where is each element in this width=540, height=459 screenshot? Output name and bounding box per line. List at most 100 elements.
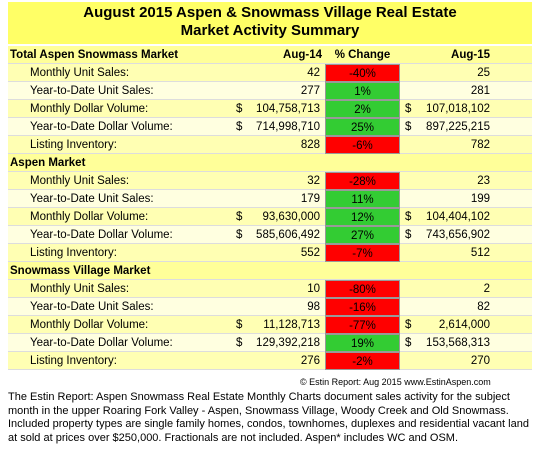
row xyxy=(8,64,532,82)
row xyxy=(8,82,532,100)
aug14: 276 xyxy=(300,355,320,367)
subtitle: Market Activity Summary xyxy=(180,22,360,39)
currency: $ xyxy=(405,211,412,223)
row-label: Year-to-Date Unit Sales: xyxy=(30,301,154,313)
title: August 2015 Aspen & Snowmass Village Rea… xyxy=(83,4,457,21)
currency: $ xyxy=(236,337,243,349)
aug14: 10 xyxy=(307,283,320,295)
change: 1% xyxy=(325,82,400,100)
row xyxy=(8,298,532,316)
change: -16% xyxy=(325,298,400,316)
change: -80% xyxy=(325,280,400,298)
aug15: 2,614,000 xyxy=(438,319,490,331)
row-label: Monthly Unit Sales: xyxy=(30,67,130,79)
currency: $ xyxy=(405,103,412,115)
aug15: 743,656,902 xyxy=(426,229,490,241)
row-label: Listing Inventory: xyxy=(30,139,117,151)
row-label: Year-to-Date Dollar Volume: xyxy=(30,229,173,241)
aug15: 23 xyxy=(477,175,490,187)
aug14: 32 xyxy=(307,175,320,187)
section-row xyxy=(8,46,532,64)
note: The Estin Report: Aspen Snowmass Real Es… xyxy=(8,391,529,444)
aug14: 179 xyxy=(300,193,320,205)
col-header: Aug-14 xyxy=(283,49,322,61)
row-label: Monthly Unit Sales: xyxy=(30,175,130,187)
currency: $ xyxy=(236,211,243,223)
change: 25% xyxy=(325,118,400,136)
section-row xyxy=(8,262,532,280)
currency: $ xyxy=(236,319,243,331)
row xyxy=(8,244,532,262)
row xyxy=(8,226,532,244)
row-label: Year-to-Date Unit Sales: xyxy=(30,85,154,97)
row xyxy=(8,100,532,118)
aug14: 129,392,218 xyxy=(256,337,320,349)
change: 12% xyxy=(325,208,400,226)
change: -2% xyxy=(325,352,400,370)
row xyxy=(8,136,532,154)
row xyxy=(8,280,532,298)
currency: $ xyxy=(236,229,243,241)
change: 2% xyxy=(325,100,400,118)
aug15: 199 xyxy=(470,193,490,205)
row-label: Monthly Dollar Volume: xyxy=(30,103,149,115)
row-label: Monthly Dollar Volume: xyxy=(30,319,149,331)
title-band xyxy=(8,2,532,44)
aug15: 512 xyxy=(470,247,490,259)
change: -6% xyxy=(325,136,400,154)
col-header: % Change xyxy=(334,49,391,61)
change: -28% xyxy=(325,172,400,190)
change: -40% xyxy=(325,64,400,82)
aug15: 270 xyxy=(470,355,490,367)
change: -77% xyxy=(325,316,400,334)
currency: $ xyxy=(405,229,412,241)
aug15: 25 xyxy=(477,67,490,79)
col-header: Aug-15 xyxy=(451,49,490,61)
row-label: Monthly Dollar Volume: xyxy=(30,211,149,223)
currency: $ xyxy=(405,337,412,349)
change: -7% xyxy=(325,244,400,262)
aug14: 714,998,710 xyxy=(256,121,320,133)
row xyxy=(8,352,532,370)
currency: $ xyxy=(236,121,243,133)
row xyxy=(8,208,532,226)
row-label: Listing Inventory: xyxy=(30,355,117,367)
row xyxy=(8,316,532,334)
row-label: Year-to-Date Unit Sales: xyxy=(30,193,154,205)
row xyxy=(8,190,532,208)
section-row xyxy=(8,154,532,172)
currency: $ xyxy=(236,103,243,115)
aug15: 153,568,313 xyxy=(426,337,490,349)
aug15: 897,225,215 xyxy=(426,121,490,133)
aug14: 585,606,492 xyxy=(256,229,320,241)
aug14: 104,758,713 xyxy=(256,103,320,115)
aug15: 107,018,102 xyxy=(426,103,490,115)
aug14: 277 xyxy=(300,85,320,97)
aug14: 11,128,713 xyxy=(263,319,320,331)
aug14: 828 xyxy=(300,139,320,151)
change: 19% xyxy=(325,334,400,352)
aug15: 2 xyxy=(483,283,490,295)
aug14: 98 xyxy=(307,301,320,313)
row xyxy=(8,334,532,352)
row-label: Year-to-Date Dollar Volume: xyxy=(30,121,173,133)
section-name: Snowmass Village Market xyxy=(10,265,151,277)
row-label: Year-to-Date Dollar Volume: xyxy=(30,337,173,349)
aug15: 782 xyxy=(470,139,490,151)
row-label: Monthly Unit Sales: xyxy=(30,283,130,295)
credit: © Estin Report: Aug 2015 www.EstinAspen.… xyxy=(300,377,491,387)
section-name: Aspen Market xyxy=(10,157,86,169)
aug15: 104,404,102 xyxy=(426,211,490,223)
section-name: Total Aspen Snowmass Market xyxy=(10,49,179,61)
aug15: 281 xyxy=(470,85,490,97)
currency: $ xyxy=(405,319,412,331)
aug14: 552 xyxy=(300,247,320,259)
change: 27% xyxy=(325,226,400,244)
row xyxy=(8,118,532,136)
change: 11% xyxy=(325,190,400,208)
aug14: 93,630,000 xyxy=(262,211,320,223)
currency: $ xyxy=(405,121,412,133)
aug15: 82 xyxy=(477,301,490,313)
row-label: Listing Inventory: xyxy=(30,247,117,259)
